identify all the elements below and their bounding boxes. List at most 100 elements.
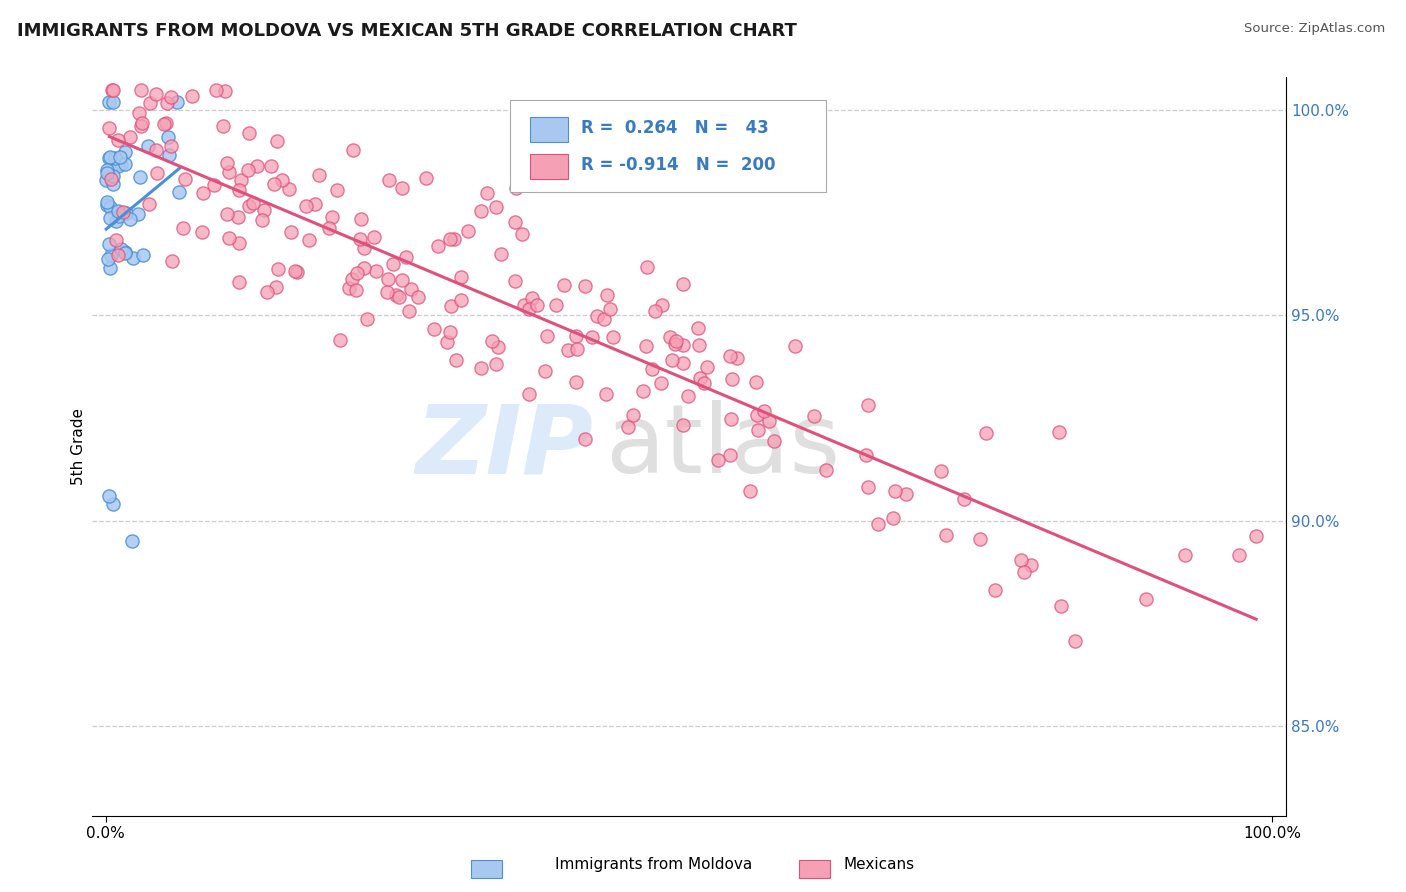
- Point: [526, 298, 548, 312]
- Point: [191, 225, 214, 239]
- Point: [284, 264, 307, 278]
- Point: [342, 143, 364, 157]
- Point: [450, 293, 472, 307]
- Point: [665, 334, 688, 349]
- Point: [595, 386, 617, 401]
- Point: [160, 89, 183, 103]
- Point: [522, 291, 544, 305]
- Point: [391, 273, 413, 287]
- Point: [174, 172, 197, 186]
- Point: [101, 497, 124, 511]
- Point: [127, 207, 149, 221]
- Point: [118, 130, 141, 145]
- Point: [385, 288, 408, 302]
- Point: [238, 199, 260, 213]
- Point: [253, 203, 276, 218]
- Point: [752, 404, 775, 418]
- Point: [725, 351, 748, 365]
- Point: [439, 325, 461, 339]
- Point: [740, 484, 762, 499]
- Point: [1012, 565, 1035, 579]
- Point: [202, 178, 225, 192]
- Point: [263, 177, 285, 191]
- Point: [98, 201, 121, 215]
- Point: [398, 304, 420, 318]
- Point: [298, 233, 321, 247]
- Point: [658, 330, 681, 344]
- Point: [557, 343, 579, 358]
- Point: [353, 241, 375, 255]
- Point: [689, 371, 711, 385]
- Point: [935, 528, 957, 542]
- Point: [103, 95, 125, 109]
- Point: [758, 414, 780, 428]
- Point: [350, 212, 373, 227]
- Point: [215, 207, 238, 221]
- Point: [617, 420, 640, 434]
- Point: [415, 171, 437, 186]
- Point: [226, 210, 249, 224]
- Point: [118, 212, 141, 227]
- Point: [884, 484, 907, 499]
- Point: [238, 127, 260, 141]
- Point: [129, 170, 152, 185]
- Point: [264, 280, 287, 294]
- Point: [155, 116, 177, 130]
- Point: [436, 334, 458, 349]
- Point: [156, 96, 179, 111]
- Point: [153, 117, 176, 131]
- Point: [517, 302, 540, 317]
- Point: [145, 143, 167, 157]
- Point: [214, 84, 236, 98]
- Text: Immigrants from Moldova: Immigrants from Moldova: [555, 857, 752, 872]
- Point: [166, 95, 188, 109]
- Point: [256, 285, 278, 299]
- Point: [929, 464, 952, 478]
- Point: [565, 342, 588, 356]
- Point: [101, 83, 124, 97]
- Point: [974, 425, 997, 440]
- Point: [132, 248, 155, 262]
- Point: [803, 409, 825, 423]
- Point: [388, 290, 411, 304]
- Point: [651, 298, 673, 312]
- Point: [104, 233, 127, 247]
- Point: [228, 236, 250, 251]
- Point: [145, 87, 167, 102]
- Point: [1174, 549, 1197, 563]
- Point: [969, 533, 991, 547]
- Point: [481, 334, 503, 348]
- Point: [96, 162, 118, 177]
- Point: [650, 376, 672, 390]
- Point: [574, 432, 596, 446]
- Point: [644, 304, 666, 318]
- Point: [108, 151, 131, 165]
- Text: IMMIGRANTS FROM MOLDOVA VS MEXICAN 5TH GRADE CORRELATION CHART: IMMIGRANTS FROM MOLDOVA VS MEXICAN 5TH G…: [17, 22, 797, 40]
- Point: [399, 282, 422, 296]
- Point: [114, 245, 136, 260]
- Point: [718, 349, 741, 363]
- Text: ZIP: ZIP: [415, 401, 593, 493]
- Point: [205, 83, 228, 97]
- Point: [444, 353, 467, 368]
- Point: [304, 196, 326, 211]
- Point: [97, 489, 120, 503]
- Point: [672, 356, 695, 370]
- Point: [896, 487, 918, 501]
- Point: [363, 230, 385, 244]
- Point: [636, 260, 658, 274]
- Point: [747, 423, 769, 437]
- Point: [505, 181, 527, 195]
- Point: [706, 452, 728, 467]
- Point: [356, 312, 378, 326]
- Point: [308, 168, 330, 182]
- Point: [553, 277, 575, 292]
- Point: [98, 121, 121, 136]
- Point: [98, 95, 121, 109]
- Point: [641, 361, 664, 376]
- Point: [856, 481, 879, 495]
- Point: [129, 83, 152, 97]
- Point: [101, 83, 124, 97]
- Point: [426, 239, 449, 253]
- Bar: [530, 117, 568, 142]
